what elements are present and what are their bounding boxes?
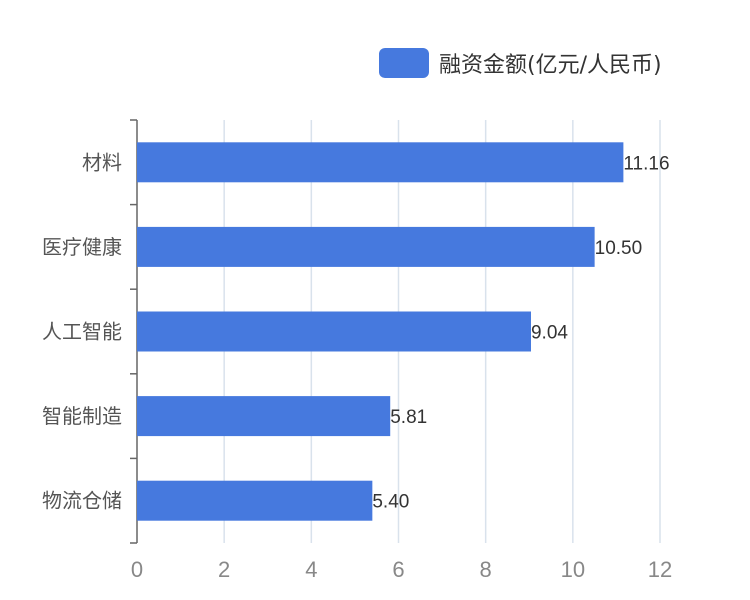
x-tick-label: 12 xyxy=(648,557,672,582)
x-tick-label: 8 xyxy=(480,557,492,582)
bar xyxy=(137,480,373,521)
data-label: 10.50 xyxy=(595,238,643,259)
bar xyxy=(137,311,531,352)
x-tick-label: 6 xyxy=(392,557,404,582)
data-label: 11.16 xyxy=(623,153,669,174)
category-label: 智能制造 xyxy=(42,404,122,428)
category-label: 物流仓储 xyxy=(42,489,122,513)
category-label: 医疗健康 xyxy=(42,235,122,259)
data-label: 5.81 xyxy=(390,407,427,428)
x-tick-label: 2 xyxy=(218,557,230,582)
data-label: 5.40 xyxy=(372,492,409,513)
bar xyxy=(137,226,595,267)
legend-swatch xyxy=(379,48,429,78)
data-label: 9.04 xyxy=(531,323,568,344)
category-label: 材料 xyxy=(82,150,122,174)
bar xyxy=(137,396,391,437)
legend-label: 融资金额(亿元/人民币) xyxy=(439,53,662,78)
x-tick-label: 4 xyxy=(305,557,317,582)
legend[interactable]: 融资金额(亿元/人民币) xyxy=(379,47,662,79)
x-tick-label: 10 xyxy=(561,557,585,582)
category-label: 人工智能 xyxy=(42,320,122,344)
x-tick-label: 0 xyxy=(131,557,143,582)
bar xyxy=(137,142,624,183)
